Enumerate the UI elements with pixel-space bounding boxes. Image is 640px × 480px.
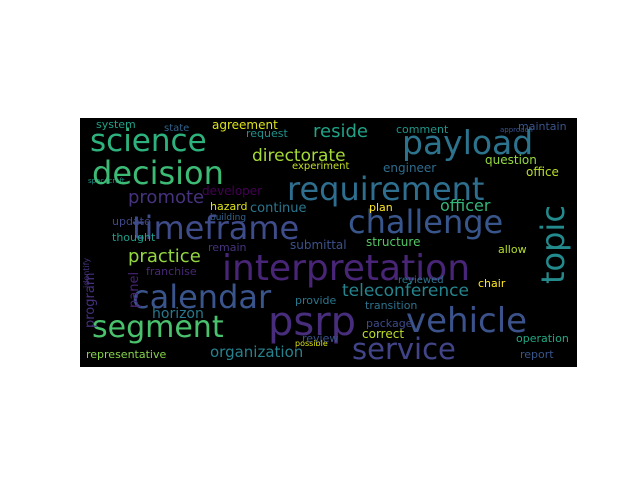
cloud-word: calendar — [132, 278, 272, 316]
cloud-word: panel — [127, 271, 142, 308]
cloud-word: update — [112, 215, 151, 228]
cloud-word: structure — [366, 235, 421, 249]
cloud-word: segment — [92, 310, 224, 345]
cloud-word: experiment — [292, 161, 350, 172]
cloud-word: requirement — [287, 170, 485, 208]
cloud-word: promote — [128, 187, 205, 208]
cloud-word: teleconference — [342, 281, 469, 301]
cloud-word: service — [352, 332, 456, 366]
cloud-word: continue — [250, 201, 307, 216]
cloud-word: franchise — [146, 265, 197, 278]
cloud-word: plan — [369, 201, 393, 214]
cloud-word: agreement — [212, 118, 278, 132]
cloud-word: horizon — [152, 306, 204, 322]
cloud-word: engineer — [383, 161, 437, 175]
cloud-word: correct — [362, 327, 405, 341]
cloud-word: psrp — [268, 299, 357, 345]
cloud-word: directorate — [252, 146, 346, 166]
cloud-word: review — [302, 332, 339, 345]
cloud-word: reside — [313, 121, 368, 142]
cloud-word: system — [96, 118, 136, 131]
cloud-word: developer — [202, 184, 263, 198]
cloud-word: question — [485, 153, 537, 167]
cloud-word: topic — [534, 205, 572, 284]
cloud-word: maintain — [518, 120, 567, 133]
filler-word: possible — [295, 339, 328, 348]
cloud-word: reviewed — [398, 275, 444, 286]
cloud-word: operation — [516, 332, 569, 345]
cloud-word: chair — [478, 277, 506, 290]
cloud-word: remain — [208, 241, 247, 254]
cloud-word: comment — [396, 123, 449, 136]
filler-word: spacecraft — [88, 177, 125, 185]
cloud-word: officer — [440, 196, 491, 215]
cloud-word: organization — [210, 343, 304, 361]
cloud-word: program — [83, 272, 98, 329]
cloud-word: representative — [86, 348, 167, 361]
cloud-word: challenge — [348, 203, 504, 241]
cloud-word: science — [90, 123, 207, 159]
cloud-word: report — [520, 348, 554, 361]
word-cloud: identify spacecraft approach possible bu… — [80, 118, 577, 367]
cloud-word: provide — [295, 294, 337, 307]
cloud-word: office — [526, 165, 559, 179]
cloud-word: submittal — [290, 238, 347, 252]
cloud-word: decision — [92, 154, 224, 192]
cloud-word: thought — [112, 231, 156, 244]
cloud-word: allow — [498, 243, 527, 256]
cloud-word: vehicle — [406, 301, 528, 341]
cloud-word: payload — [402, 123, 534, 162]
cloud-word: request — [246, 127, 288, 140]
filler-word: building — [210, 213, 247, 223]
cloud-word: timeframe — [132, 209, 300, 247]
cloud-word: package — [366, 317, 413, 330]
cloud-word: transition — [365, 299, 418, 312]
filler-word: approach — [500, 126, 533, 134]
cloud-word: practice — [128, 246, 201, 267]
cloud-word: state — [164, 123, 190, 134]
cloud-word: hazard — [210, 200, 248, 213]
cloud-word: interpretation — [222, 248, 471, 289]
